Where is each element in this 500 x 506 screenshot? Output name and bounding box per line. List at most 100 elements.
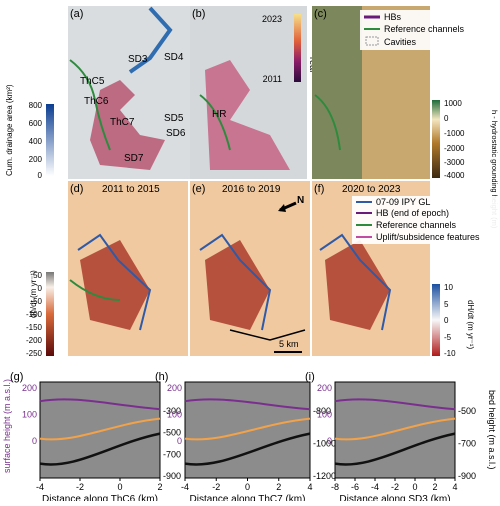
drain-tick-4: 0 (38, 171, 43, 180)
legend-hb-end: HB (end of epoch) (376, 208, 449, 218)
dh-tick-3: -100 (26, 310, 43, 319)
profile-plot-area-2 (334, 381, 456, 479)
profile-panel-letter-1: (h) (155, 371, 168, 383)
dh-tick-4: -150 (26, 323, 43, 332)
panel-d: (d) 2011 to 2015 (68, 181, 188, 356)
x-tick-label: -4 (181, 482, 189, 492)
drainage-colorbar (46, 104, 54, 176)
legend-ref-channels: Reference channels (384, 24, 465, 34)
panel-letter-a: (a) (70, 8, 83, 20)
profile-plot-area-0 (39, 381, 161, 479)
label-sd3: SD3 (128, 54, 148, 65)
year-tick-top: 2023 (262, 14, 282, 24)
base-profile-line (334, 417, 456, 441)
profile-panel-letter-2: (i) (305, 371, 315, 383)
legend-ref: Reference channels (376, 220, 457, 230)
legend-cavities: Cavities (384, 37, 417, 47)
right-tick-label: -900 (458, 471, 476, 481)
drain-tick-3: 200 (29, 155, 43, 164)
bed-profile-line (184, 432, 311, 466)
epoch-d: 2011 to 2015 (102, 184, 160, 195)
legend-hbs: HBs (384, 12, 402, 22)
left-axis-label: surface height (m a.s.l.) (2, 379, 12, 473)
x-tick-label: -4 (371, 482, 379, 492)
base-profile-line (184, 417, 311, 441)
panel-e: (e) 2016 to 2019 N 5 km (190, 181, 310, 356)
x-tick-label: -8 (331, 482, 339, 492)
panel-c: (c) HBs Reference channels Cavities 1000… (312, 6, 499, 229)
right-tick-label: -700 (458, 438, 476, 448)
epoch-e: 2016 to 2019 (222, 184, 281, 195)
panel-a: (a) SD3 SD4 ThC5 ThC6 ThC7 SD5 SD6 SD7 (68, 6, 190, 179)
dHdt-colorbar-title: dH/dt (m yr⁻¹) (466, 300, 475, 349)
left-tick-label: 200 (317, 383, 332, 393)
drain-tick-1: 600 (29, 119, 43, 128)
x-tick-label: 4 (452, 482, 457, 492)
dH-tick-3: -5 (444, 333, 452, 342)
north-arrow: N (278, 195, 304, 212)
ground-tick-5: -4000 (444, 171, 465, 180)
label-hr: HR (212, 109, 226, 120)
surface-profile-line (184, 398, 311, 411)
surface-profile-line (39, 398, 161, 411)
left-tick-label: 0 (177, 436, 182, 446)
dHdt-colorbar (432, 284, 440, 356)
legend-uplift: Uplift/subsidence features (376, 232, 480, 242)
x-axis-label: Distance along SD3 (km) (339, 494, 450, 501)
drain-tick-0: 800 (29, 101, 43, 110)
right-axis-label: bed height (m a.s.l.) (487, 390, 497, 470)
right-tick-label: -1200 (313, 471, 336, 481)
legend-mid: 07-09 IPY GL HB (end of epoch) Reference… (352, 196, 498, 244)
dh-tick-5: -200 (26, 336, 43, 345)
x-tick-label: -2 (212, 482, 220, 492)
panel-f: (f) 2020 to 2023 07-09 IPY GL HB (end of… (312, 181, 498, 358)
dH-tick-0: 10 (444, 283, 453, 292)
x-tick-label: -4 (36, 482, 44, 492)
x-tick-label: 0 (412, 482, 417, 492)
dhdt-left-group: 50 0 -50 -100 -150 -200 -250 dh/dt (m yr… (26, 270, 54, 358)
ground-tick-1: 0 (444, 114, 449, 123)
right-tick-label: -1000 (313, 438, 336, 448)
north-label: N (297, 195, 304, 206)
right-tick-label: -500 (163, 428, 181, 438)
epoch-f: 2020 to 2023 (342, 184, 401, 195)
panel-letter-d: (d) (70, 183, 83, 195)
x-tick-label: 2 (276, 482, 281, 492)
dh-tick-1: 0 (38, 284, 43, 293)
left-tick-label: 100 (22, 409, 37, 419)
label-sd7: SD7 (124, 153, 144, 164)
bed-profile-line (334, 432, 456, 466)
dhdt-colorbar-title: dh/dt (m yr⁻¹) (29, 270, 38, 318)
surface-profile-line (334, 398, 456, 411)
base-profile-line (39, 417, 161, 441)
left-tick-label: 0 (32, 436, 37, 446)
north-arrow-icon (278, 204, 286, 212)
panel-letter-c: (c) (314, 8, 327, 20)
drainage-colorbar-title: Cum. drainage area (km²) (5, 84, 14, 176)
year-colorbar (294, 14, 301, 82)
right-tick-label: -900 (163, 471, 181, 481)
ground-tick-3: -2000 (444, 144, 465, 153)
profile-panel-letter-0: (g) (10, 371, 23, 383)
label-sd4: SD4 (164, 52, 184, 63)
label-thc6: ThC6 (84, 96, 109, 107)
legend-ipy-gl: 07-09 IPY GL (376, 197, 430, 207)
dH-tick-2: 0 (444, 316, 449, 325)
x-tick-label: -2 (391, 482, 399, 492)
dH-tick-4: -10 (444, 349, 456, 358)
left-tick-label: 0 (327, 436, 332, 446)
bed-profile-line (39, 432, 161, 466)
grounding-colorbar-title: h - hydrostatic grounding height (m) (490, 110, 499, 229)
legend-top: HBs Reference channels Cavities (360, 10, 465, 50)
dh-tick-6: -250 (26, 349, 43, 358)
label-sd6: SD6 (166, 128, 186, 139)
dh-tick-2: -50 (30, 297, 42, 306)
x-tick-label: 0 (245, 482, 250, 492)
profile-plot-area-1 (184, 381, 311, 479)
scalebar: 5 km (274, 339, 302, 353)
label-thc5: ThC5 (80, 76, 105, 87)
ground-tick-0: 1000 (444, 99, 462, 108)
ground-tick-4: -3000 (444, 158, 465, 167)
label-sd5: SD5 (164, 113, 184, 124)
